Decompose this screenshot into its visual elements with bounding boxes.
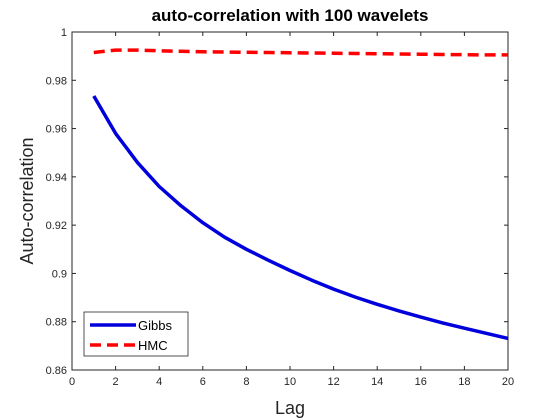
x-tick-label: 16 bbox=[415, 376, 427, 388]
y-axis-label: Auto-correlation bbox=[17, 137, 37, 264]
x-tick-label: 2 bbox=[113, 376, 119, 388]
x-tick-label: 12 bbox=[327, 376, 339, 388]
y-tick-label: 0.9 bbox=[52, 268, 67, 280]
y-tick-label: 0.96 bbox=[46, 124, 67, 136]
x-tick-label: 20 bbox=[502, 376, 514, 388]
y-tick-label: 1 bbox=[61, 27, 67, 39]
y-tick-label: 0.94 bbox=[46, 172, 67, 184]
chart-title: auto-correlation with 100 wavelets bbox=[152, 6, 429, 25]
x-tick-label: 10 bbox=[284, 376, 296, 388]
series-line-gibbs bbox=[92, 95, 509, 341]
x-tick-label: 18 bbox=[458, 376, 470, 388]
y-tick-label: 0.98 bbox=[46, 75, 67, 87]
legend-box bbox=[83, 311, 189, 357]
legend: Gibbs HMC bbox=[83, 311, 189, 357]
x-tick-label: 6 bbox=[200, 376, 206, 388]
legend-label-hmc: HMC bbox=[138, 338, 168, 353]
y-axis: 0.86 0.88 0.9 0.92 0.94 0.96 0.98 1 bbox=[46, 27, 508, 377]
x-tick-label: 0 bbox=[69, 376, 75, 388]
x-tick-label: 8 bbox=[243, 376, 249, 388]
y-tick-label: 0.92 bbox=[46, 220, 67, 232]
x-tick-label: 14 bbox=[371, 376, 383, 388]
series-layer bbox=[92, 48, 509, 341]
x-axis-label: Lag bbox=[275, 398, 305, 418]
y-tick-label: 0.86 bbox=[46, 365, 67, 377]
y-tick-label: 0.88 bbox=[46, 317, 67, 329]
x-tick-label: 4 bbox=[156, 376, 162, 388]
legend-label-gibbs: Gibbs bbox=[138, 318, 172, 333]
series-line-hmc bbox=[93, 48, 508, 57]
x-axis: 0 2 4 6 8 10 12 14 16 18 20 bbox=[69, 32, 514, 388]
